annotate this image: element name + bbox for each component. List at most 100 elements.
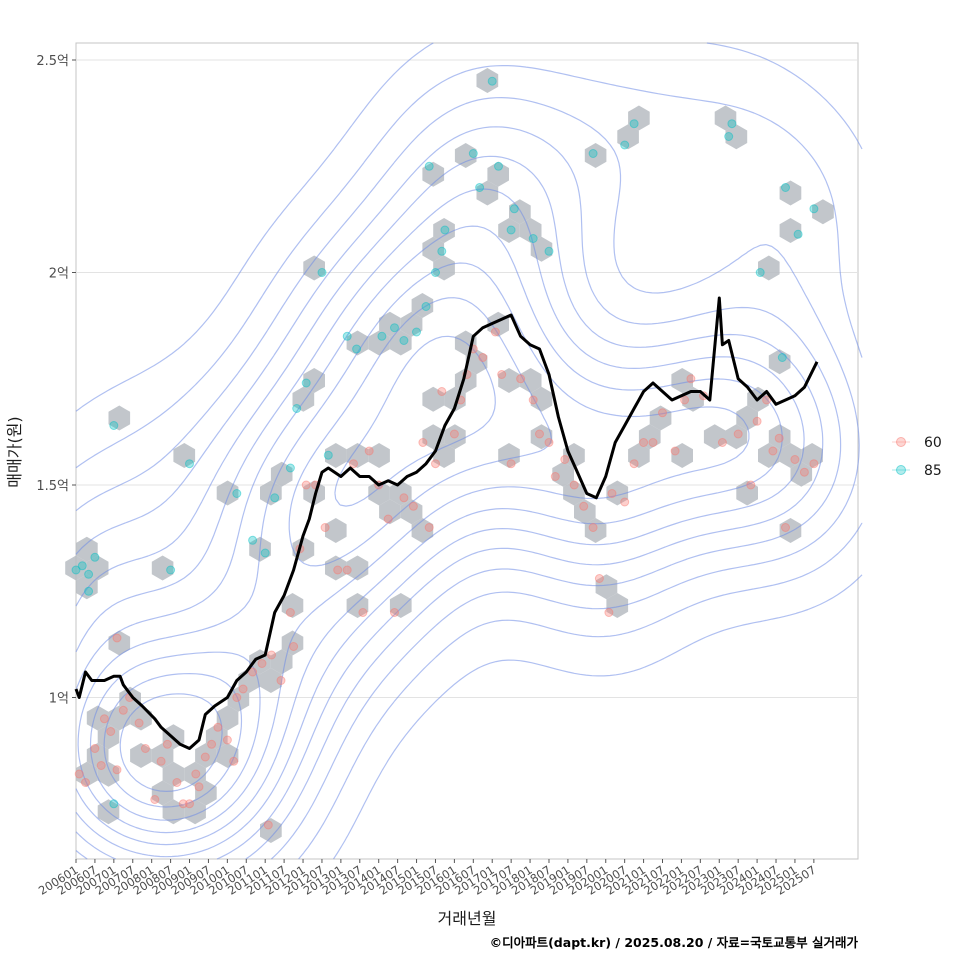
scatter-point-60 bbox=[418, 438, 428, 447]
scatter-point-60 bbox=[349, 459, 358, 469]
scatter-point-60 bbox=[333, 565, 343, 575]
scatter-point-60 bbox=[112, 633, 122, 643]
legend-key-60 bbox=[896, 437, 906, 447]
scatter-point-60 bbox=[156, 756, 166, 766]
y-axis-title: 매매가(원) bbox=[5, 416, 24, 487]
legend: 60 85 bbox=[892, 435, 942, 479]
scatter-point-85 bbox=[84, 586, 94, 596]
hexbin-cell bbox=[595, 574, 618, 600]
hexbin-cell bbox=[76, 574, 98, 600]
scatter-point-60 bbox=[629, 459, 639, 469]
hexbin-cell bbox=[530, 424, 553, 450]
hexbin-cell bbox=[422, 161, 445, 187]
legend-item-60: 60 bbox=[892, 435, 942, 451]
scatter-point-60 bbox=[717, 438, 727, 447]
scatter-point-85 bbox=[440, 225, 450, 235]
hexbin-cell bbox=[119, 686, 141, 712]
hexbin-cell bbox=[173, 443, 196, 468]
hexbin-cell bbox=[292, 386, 315, 412]
x-axis: 2006012006072007012007072008012008072009… bbox=[36, 859, 818, 898]
hexbin-cell bbox=[346, 593, 369, 618]
scatter-point-60 bbox=[588, 523, 598, 532]
hexbin-cell bbox=[303, 480, 325, 506]
scatter-point-60 bbox=[408, 501, 418, 511]
hexbin-cell bbox=[801, 443, 823, 468]
hexbin-cell bbox=[151, 780, 174, 806]
scatter-point-85 bbox=[544, 246, 554, 256]
scatter-point-60 bbox=[172, 778, 182, 787]
hexbin-cell bbox=[400, 311, 423, 337]
hexbin-cell bbox=[346, 443, 369, 468]
scatter-point-60 bbox=[535, 429, 544, 439]
scatter-point-60 bbox=[478, 353, 488, 362]
scatter-point-85 bbox=[77, 561, 87, 571]
hexbin-cell bbox=[606, 480, 629, 506]
scatter-point-60 bbox=[112, 765, 122, 775]
scatter-point-60 bbox=[648, 438, 658, 447]
scatter-point-85 bbox=[777, 353, 787, 362]
scatter-point-60 bbox=[200, 752, 210, 762]
scatter-point-85 bbox=[588, 149, 598, 158]
hexbin-cell bbox=[476, 68, 499, 93]
scatter-point-60 bbox=[639, 438, 649, 447]
scatter-point-60 bbox=[81, 778, 90, 787]
hexbin-cell bbox=[812, 199, 834, 225]
hexbin-cell bbox=[108, 630, 131, 656]
scatter-point-60 bbox=[106, 727, 116, 736]
hexbin-cell bbox=[433, 255, 455, 281]
hexbin-cell bbox=[530, 386, 553, 412]
hexbin-cell bbox=[346, 330, 369, 356]
scatter-point-60 bbox=[809, 459, 819, 469]
scatter-point-85 bbox=[185, 459, 194, 469]
hexbin-cell bbox=[671, 368, 693, 393]
hexbin-cell bbox=[638, 424, 661, 450]
scatter-point-60 bbox=[399, 493, 409, 503]
hexbin-cell bbox=[758, 443, 780, 468]
scatter-point-85 bbox=[301, 378, 311, 388]
density-contour-line bbox=[119, 693, 223, 792]
scatter-point-60 bbox=[96, 761, 106, 770]
hexbin-cell bbox=[389, 593, 412, 618]
hexbin-cell bbox=[649, 405, 672, 431]
scatter-point-60 bbox=[506, 459, 516, 469]
scatter-point-60 bbox=[746, 480, 756, 490]
scatter-point-85 bbox=[781, 183, 790, 192]
hexbin-cell bbox=[216, 705, 239, 731]
legend-key-85 bbox=[896, 465, 906, 475]
scatter-point-60 bbox=[607, 489, 617, 498]
density-contour-line bbox=[75, 65, 863, 860]
density-contour-line bbox=[75, 155, 824, 860]
plot-panel bbox=[75, 42, 859, 860]
scatter-point-60 bbox=[257, 659, 267, 668]
density-contour-line bbox=[75, 225, 783, 846]
scatter-point-60 bbox=[560, 455, 570, 464]
scatter-point-60 bbox=[774, 433, 784, 443]
scatter-point-60 bbox=[752, 416, 762, 426]
scatter-point-60 bbox=[364, 446, 374, 456]
scatter-point-60 bbox=[733, 429, 743, 439]
hexbin-cell bbox=[346, 555, 369, 581]
scatter-point-60 bbox=[497, 370, 507, 379]
hexbin-cell bbox=[184, 761, 206, 787]
scatter-point-85 bbox=[260, 548, 270, 558]
scatter-point-60 bbox=[762, 395, 772, 405]
scatter-point-60 bbox=[248, 667, 258, 677]
scatter-point-60 bbox=[431, 459, 440, 469]
legend-label-85: 85 bbox=[924, 463, 942, 479]
hexbin-cell bbox=[498, 218, 520, 243]
scatter-point-85 bbox=[528, 234, 538, 243]
hexbin-cell bbox=[584, 143, 607, 168]
scatter-point-60 bbox=[194, 782, 204, 792]
hexbin-cell bbox=[703, 424, 726, 450]
scatter-point-60 bbox=[516, 374, 526, 384]
hexbin-cell bbox=[779, 218, 802, 243]
hexbin-cell bbox=[389, 480, 412, 506]
scatter-point-60 bbox=[390, 608, 399, 617]
scatter-point-85 bbox=[809, 204, 819, 214]
hexbin-cell bbox=[195, 780, 217, 806]
scatter-point-60 bbox=[213, 722, 223, 732]
scatter-point-60 bbox=[768, 446, 778, 456]
hexbin-cell bbox=[509, 199, 531, 225]
scatter-point-85 bbox=[421, 302, 431, 311]
